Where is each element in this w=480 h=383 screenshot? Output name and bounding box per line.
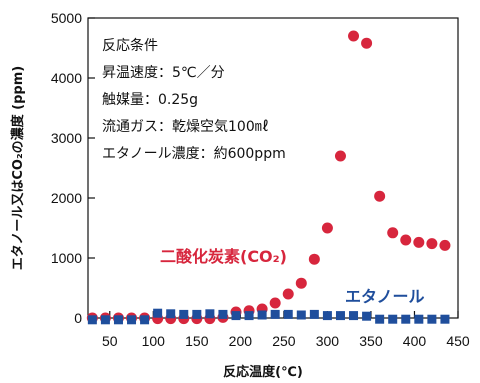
ethanol-point <box>218 309 228 319</box>
ethanol-point <box>309 309 319 319</box>
ethanol-point <box>205 309 215 319</box>
co2-point <box>269 297 281 309</box>
x-tick-label: 100 <box>142 333 166 349</box>
conditions-title: 反応条件 <box>102 37 158 54</box>
ethanol-point <box>414 314 424 324</box>
x-tick-label: 400 <box>403 333 427 349</box>
ethanol-point <box>127 315 137 325</box>
ethanol-point <box>270 309 280 319</box>
y-tick-label: 2000 <box>51 190 82 206</box>
ethanol-point <box>231 311 241 321</box>
x-tick-label: 350 <box>359 333 383 349</box>
y-tick-label: 0 <box>74 310 82 326</box>
ethanol-point <box>440 314 450 324</box>
co2-point <box>282 288 294 300</box>
co2-point <box>295 277 307 289</box>
x-tick-label: 450 <box>446 333 470 349</box>
ethanol-point <box>427 314 437 324</box>
x-tick-label: 250 <box>272 333 296 349</box>
ethanol-point <box>179 309 189 319</box>
ethanol-point <box>166 309 176 319</box>
ethanol-point <box>349 311 359 321</box>
condition-line: 触媒量：0.25g <box>102 92 198 108</box>
ethanol-point <box>100 315 110 325</box>
co2-point <box>413 236 425 248</box>
y-tick-label: 5000 <box>51 10 82 26</box>
y-axis-title: エタノール又はCO₂の濃度 (ppm) <box>10 66 26 270</box>
ethanol-point <box>257 310 267 320</box>
co2-series-label: 二酸化炭素(CO₂) <box>160 247 287 266</box>
x-tick-label: 200 <box>229 333 253 349</box>
co2-point <box>426 238 438 250</box>
ethanol-point <box>322 311 332 321</box>
ethanol-point <box>87 315 97 325</box>
ethanol-point <box>192 309 202 319</box>
ethanol-point <box>401 314 411 324</box>
ethanol-point <box>388 314 398 324</box>
y-tick-label: 1000 <box>51 250 82 266</box>
co2-point <box>439 239 451 251</box>
ethanol-point <box>283 309 293 319</box>
condition-line: エタノール濃度：約600ppm <box>102 146 286 162</box>
ethanol-point <box>113 315 123 325</box>
condition-line: 流通ガス：乾燥空気100㎖ <box>102 119 269 135</box>
x-tick-label: 300 <box>316 333 340 349</box>
co2-point <box>387 227 399 239</box>
co2-point <box>308 253 320 265</box>
co2-point <box>334 150 346 162</box>
y-tick-label: 3000 <box>51 130 82 146</box>
ethanol-point <box>153 308 163 318</box>
ethanol-point <box>244 311 254 321</box>
co2-point <box>374 190 386 202</box>
co2-point <box>361 37 373 49</box>
co2-point <box>400 234 412 246</box>
y-tick-label: 4000 <box>51 70 82 86</box>
ethanol-point <box>375 314 385 324</box>
ethanol-point <box>362 311 372 321</box>
ethanol-point <box>296 310 306 320</box>
x-tick-label: 150 <box>185 333 209 349</box>
co2-point <box>321 222 333 234</box>
co2-point <box>348 30 360 42</box>
x-axis-title: 反応温度(℃) <box>223 364 303 380</box>
ethanol-point <box>335 311 345 321</box>
ethanol-point <box>140 315 150 325</box>
x-tick-label: 50 <box>102 333 118 349</box>
plot-frame <box>87 17 459 319</box>
condition-line: 昇温速度：5℃／分 <box>102 65 225 81</box>
ethanol-series-label: エタノール <box>345 287 425 306</box>
